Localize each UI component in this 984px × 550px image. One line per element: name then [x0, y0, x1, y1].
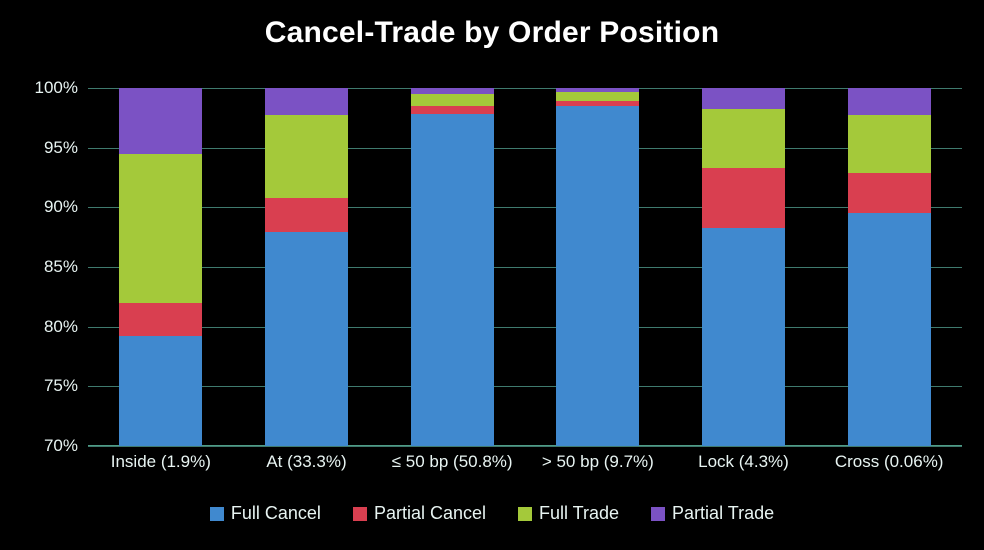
bar-segment-full-cancel[interactable]	[847, 213, 931, 446]
bar-segment-partial-trade[interactable]	[702, 88, 785, 110]
bar-segment-partial-cancel[interactable]	[702, 167, 785, 228]
y-axis: 100% 95% 90% 85% 80% 75% 70%	[0, 78, 78, 455]
bar-group[interactable]	[410, 88, 494, 446]
x-axis-tick-label: Lock (4.3%)	[698, 452, 789, 471]
legend-swatch-full-trade-icon	[518, 506, 532, 521]
bar-segment-partial-trade[interactable]	[265, 88, 348, 116]
bar-segment-partial-trade[interactable]	[410, 88, 494, 94]
bar-segment-partial-cancel[interactable]	[119, 302, 203, 337]
legend-label: Full Trade	[539, 503, 620, 523]
bar-segment-full-trade[interactable]	[265, 115, 348, 198]
bar-group[interactable]	[702, 88, 785, 446]
bar-segment-partial-trade[interactable]	[119, 88, 203, 154]
bar-segment-full-trade[interactable]	[556, 91, 640, 102]
bar-segment-partial-trade[interactable]	[556, 88, 640, 92]
bar-segment-partial-cancel[interactable]	[847, 172, 931, 214]
bar-segment-full-trade[interactable]	[702, 109, 785, 168]
gridline	[88, 207, 962, 209]
bar-segment-full-trade[interactable]	[119, 153, 203, 303]
gridline	[88, 446, 962, 447]
bar-segment-partial-cancel[interactable]	[410, 105, 494, 115]
y-axis-tick-label: 90%	[43, 197, 78, 217]
bar-group[interactable]	[556, 88, 640, 446]
gridline	[88, 326, 962, 328]
bar-segment-full-cancel[interactable]	[702, 227, 785, 446]
bar-segment-full-cancel[interactable]	[265, 232, 348, 446]
bar-segment-partial-trade[interactable]	[847, 88, 931, 116]
gridline	[88, 88, 962, 89]
bar-segment-partial-cancel[interactable]	[265, 197, 348, 233]
x-axis: Inside (1.9%) At (33.3%) ≤ 50 bp (50.8%) > …	[88, 452, 962, 482]
x-axis-tick-label: > 50 bp (9.7%)	[541, 452, 654, 471]
y-axis-tick-label: 75%	[43, 376, 78, 396]
bar-segment-full-cancel[interactable]	[119, 336, 203, 446]
bar-group[interactable]	[119, 88, 203, 446]
legend-swatch-partial-cancel-icon	[352, 506, 367, 521]
x-axis-line	[88, 445, 962, 446]
chart-legend: Full Cancel Partial Cancel Full Trade Parti…	[0, 503, 984, 524]
bar-group[interactable]	[265, 88, 348, 446]
gridline	[88, 386, 962, 388]
legend-item[interactable]: Full Trade	[518, 503, 619, 524]
y-axis-tick-label: 95%	[43, 137, 78, 157]
x-axis-tick-label: Cross (0.06%)	[834, 452, 944, 471]
x-axis-tick-label: Inside (1.9%)	[110, 452, 211, 471]
bar-segment-full-trade[interactable]	[410, 93, 494, 106]
chart-title: Cancel-Trade by Order Position	[264, 16, 720, 49]
y-axis-tick-label: 80%	[43, 316, 78, 336]
legend-label: Full Cancel	[230, 503, 321, 523]
bar-segment-full-cancel[interactable]	[556, 105, 640, 446]
y-axis-tick-label: 100%	[34, 78, 78, 97]
plot-area	[88, 88, 962, 447]
y-axis-tick-label: 70%	[43, 436, 78, 455]
legend-item[interactable]: Full Cancel	[209, 503, 321, 524]
legend-item[interactable]: Partial Trade	[651, 503, 774, 524]
bar-segment-full-trade[interactable]	[847, 115, 931, 173]
gridline	[88, 267, 962, 268]
x-axis-tick-label: At (33.3%)	[266, 452, 347, 471]
legend-swatch-partial-trade-icon	[651, 506, 666, 521]
legend-label: Partial Trade	[672, 503, 775, 523]
legend-swatch-full-cancel-icon	[209, 506, 224, 521]
x-axis-tick-label: ≤ 50 bp (50.8%)	[391, 452, 513, 471]
y-axis-tick-label: 85%	[43, 257, 78, 276]
bar-segment-partial-cancel[interactable]	[556, 101, 640, 106]
legend-item[interactable]: Partial Cancel	[352, 503, 486, 524]
legend-label: Partial Cancel	[373, 503, 486, 523]
gridline	[88, 147, 962, 149]
bar-group[interactable]	[847, 88, 931, 446]
bar-segment-full-cancel[interactable]	[410, 114, 494, 446]
